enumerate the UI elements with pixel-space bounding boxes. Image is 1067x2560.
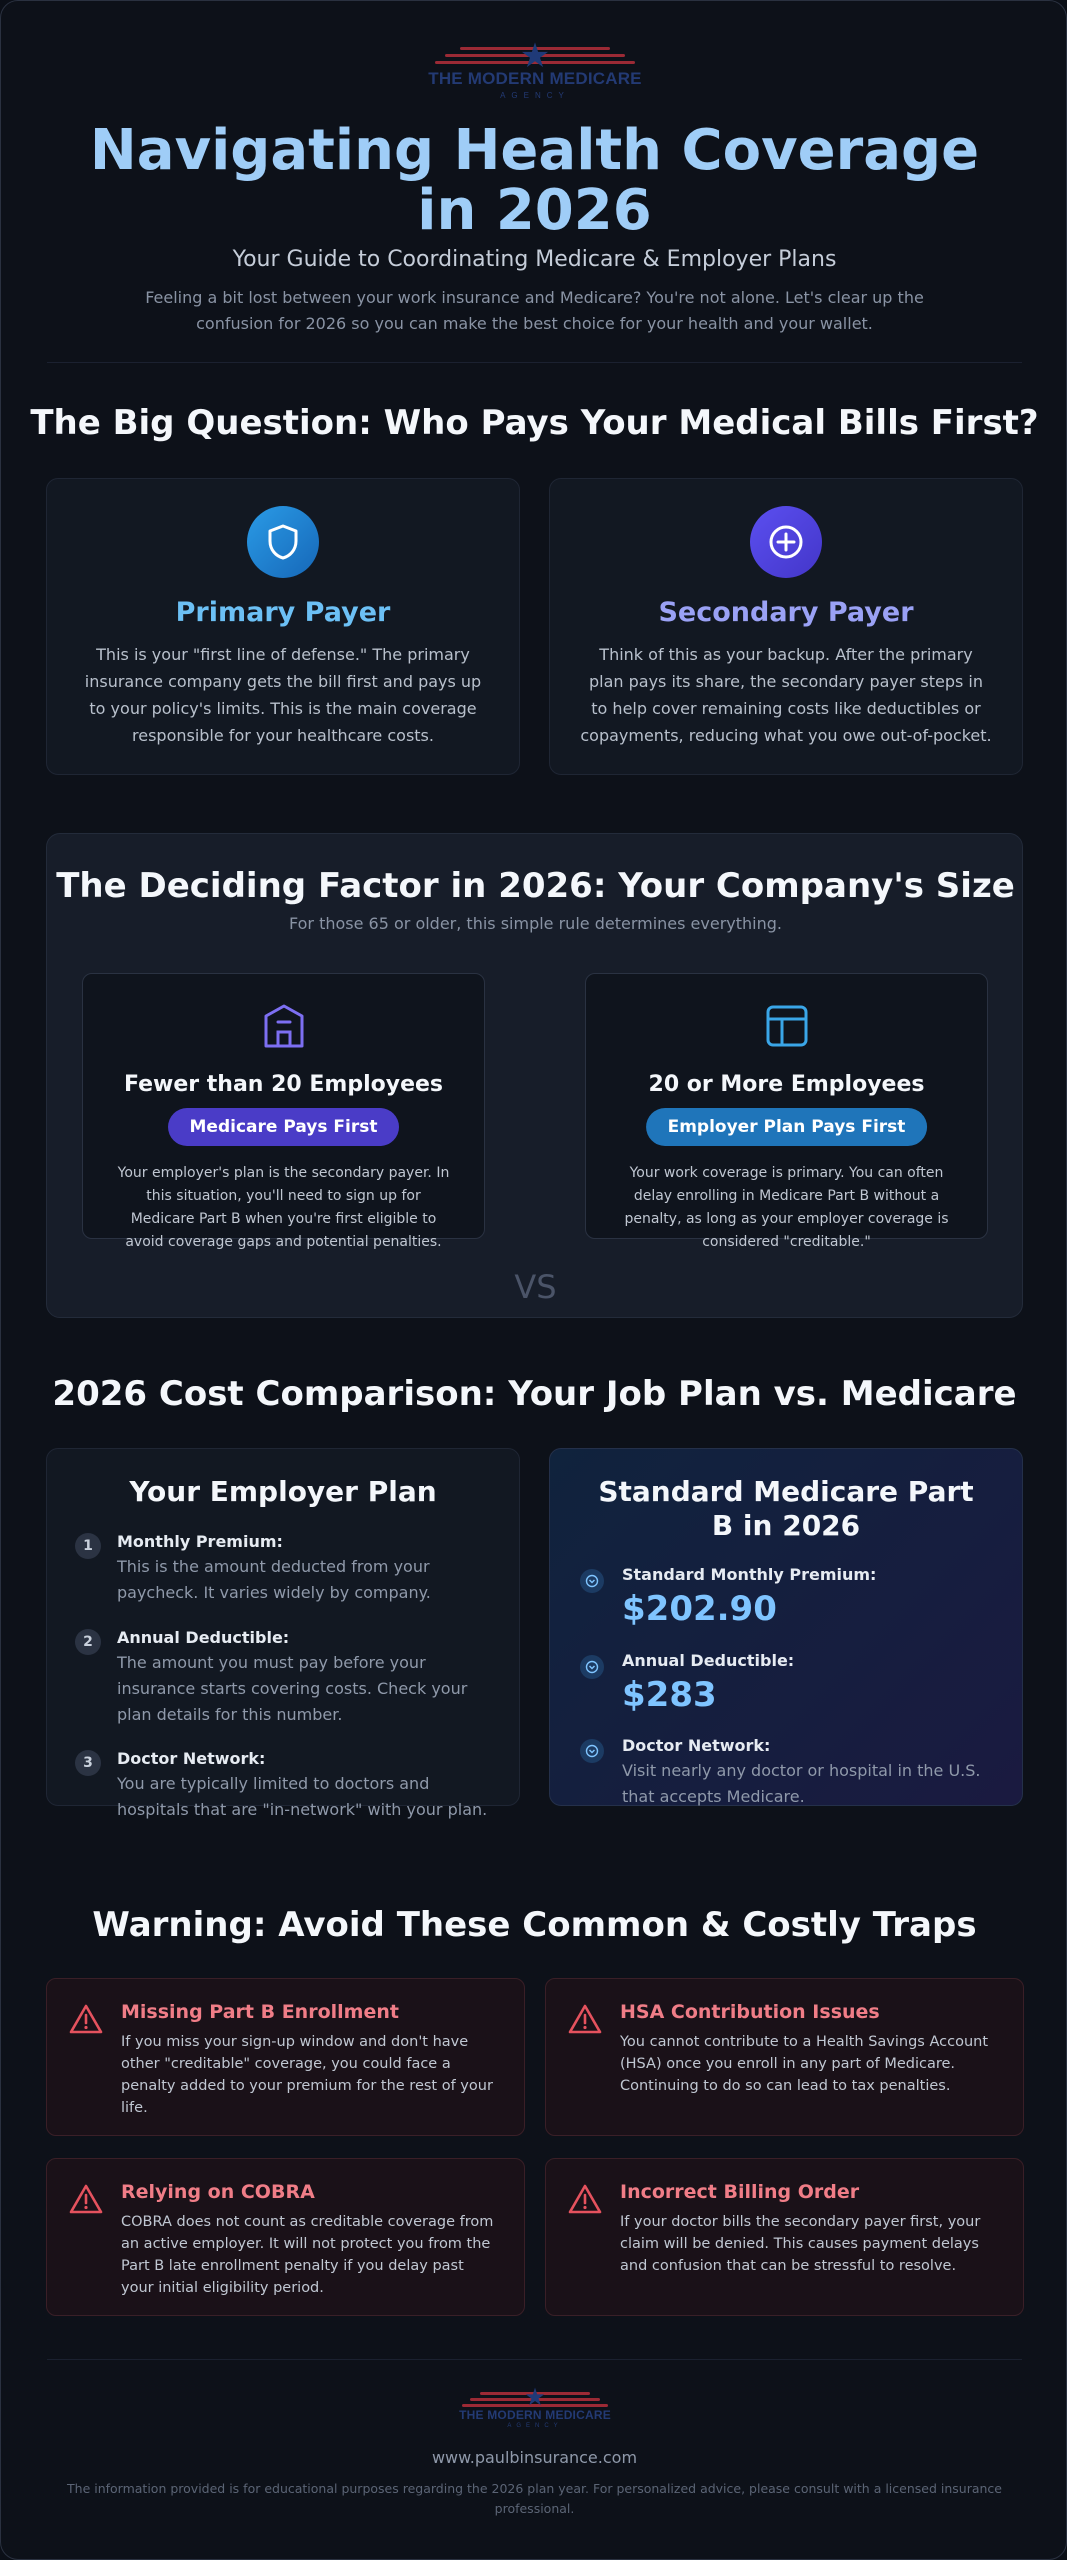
secondary-payer-card: Secondary Payer Think of this as your ba… [549, 478, 1023, 775]
employer-premium-text: This is the amount deducted from your pa… [117, 1557, 431, 1602]
medicare-plan-card: Standard Medicare Part B in 2026 Standar… [549, 1448, 1023, 1806]
medicare-first-badge: Medicare Pays First [167, 1108, 400, 1146]
primary-payer-text: This is your "first line of defense." Th… [84, 645, 482, 745]
trap-title: Missing Part B Enrollment [121, 2001, 399, 2023]
employer-deductible-label: Annual Deductible: [117, 1628, 290, 1647]
company-size-heading: The Deciding Factor in 2026: Your Compan… [56, 866, 1015, 906]
logo-subtitle: AGENCY [500, 91, 570, 100]
primary-payer-title: Primary Payer [175, 597, 391, 628]
small-company-text: Your employer's plan is the secondary pa… [117, 1165, 450, 1250]
secondary-payer-title: Secondary Payer [658, 597, 914, 628]
warning-icon [69, 2184, 103, 2214]
step-number: 3 [75, 1750, 101, 1776]
header-logo: ★ THE MODERN MEDICARE AGENCY [424, 39, 646, 100]
employer-plan-card: Your Employer Plan 1 Monthly Premium: Th… [46, 1448, 520, 1819]
employer-network-label: Doctor Network: [117, 1749, 266, 1768]
traps-heading: Warning: Avoid These Common & Costly Tra… [92, 1905, 977, 1945]
trap-card: HSA Contribution Issues You cannot contr… [545, 1978, 1024, 2136]
trap-text: If your doctor bills the secondary payer… [620, 2214, 981, 2274]
trap-title: HSA Contribution Issues [620, 2001, 880, 2023]
warning-icon [568, 2004, 602, 2034]
cost-heading: 2026 Cost Comparison: Your Job Plan vs. … [52, 1374, 1017, 1414]
payers-heading: The Big Question: Who Pays Your Medical … [30, 403, 1039, 443]
step-number: 1 [75, 1533, 101, 1559]
check-circle-icon [580, 1569, 604, 1593]
medicare-network-text: Visit nearly any doctor or hospital in t… [622, 1761, 981, 1806]
disclaimer-text: The information provided is for educatio… [67, 2481, 1002, 2516]
plus-circle-icon [750, 506, 822, 578]
page-subtitle: Your Guide to Coordinating Medicare & Em… [232, 247, 837, 272]
medicare-premium-value: $202.90 [622, 1589, 777, 1629]
primary-payer-card: Primary Payer This is your "first line o… [46, 478, 520, 775]
company-size-subheading: For those 65 or older, this simple rule … [288, 914, 782, 933]
warning-icon [69, 2004, 103, 2034]
large-company-text: Your work coverage is primary. You can o… [624, 1165, 949, 1250]
medicare-deductible-label: Annual Deductible: [622, 1651, 795, 1670]
company-size-panel: The Deciding Factor in 2026: Your Compan… [46, 833, 1023, 1318]
employer-first-badge: Employer Plan Pays First [645, 1108, 928, 1146]
shield-icon [247, 506, 319, 578]
trap-text: You cannot contribute to a Health Saving… [620, 2034, 989, 2094]
medicare-deductible-value: $283 [622, 1675, 717, 1715]
page-title: Navigating Health Coverage in 2026 [89, 118, 980, 243]
divider [47, 362, 1022, 363]
small-company-card: Fewer than 20 Employees Medicare Pays Fi… [82, 973, 485, 1250]
secondary-payer-text: Think of this as your backup. After the … [580, 645, 992, 745]
star-icon: ★ [519, 36, 551, 76]
large-company-card: 20 or More Employees Employer Plan Pays … [585, 973, 988, 1250]
employer-network-text: You are typically limited to doctors and… [117, 1774, 488, 1819]
website-link[interactable]: www.paulbinsurance.com [431, 2448, 638, 2467]
step-number: 2 [75, 1629, 101, 1655]
trap-title: Incorrect Billing Order [620, 2181, 860, 2203]
medicare-premium-label: Standard Monthly Premium: [622, 1565, 877, 1584]
logo-name: THE MODERN MEDICARE [459, 2408, 611, 2422]
vs-label: VS [514, 1268, 557, 1306]
employer-plan-title: Your Employer Plan [129, 1475, 437, 1508]
employer-premium-label: Monthly Premium: [117, 1532, 283, 1551]
trap-title: Relying on COBRA [121, 2181, 315, 2203]
logo-subtitle: AGENCY [507, 2423, 563, 2429]
trap-card: Missing Part B Enrollment If you miss yo… [46, 1978, 525, 2136]
intro-text: Feeling a bit lost between your work ins… [145, 288, 924, 333]
trap-text: COBRA does not count as creditable cover… [121, 2214, 494, 2296]
logo-name: THE MODERN MEDICARE [428, 69, 642, 88]
check-circle-icon [580, 1655, 604, 1679]
trap-text: If you miss your sign-up window and don'… [121, 2034, 493, 2116]
employer-deductible-text: The amount you must pay before your insu… [117, 1653, 468, 1724]
medicare-plan-title: Standard Medicare Part B in 2026 [598, 1475, 974, 1542]
divider [47, 2359, 1022, 2360]
building-icon [264, 1004, 303, 1048]
footer-logo: ★ THE MODERN MEDICARE AGENCY [454, 2385, 616, 2429]
trap-card: Incorrect Billing Order If your doctor b… [545, 2158, 1024, 2316]
check-circle-icon [580, 1739, 604, 1763]
layout-icon [766, 1005, 807, 1047]
trap-card: Relying on COBRA COBRA does not count as… [46, 2158, 525, 2316]
medicare-network-label: Doctor Network: [622, 1736, 771, 1755]
warning-icon [568, 2184, 602, 2214]
star-icon: ★ [524, 2383, 546, 2411]
small-company-title: Fewer than 20 Employees [123, 1072, 444, 1097]
large-company-title: 20 or More Employees [648, 1072, 925, 1097]
